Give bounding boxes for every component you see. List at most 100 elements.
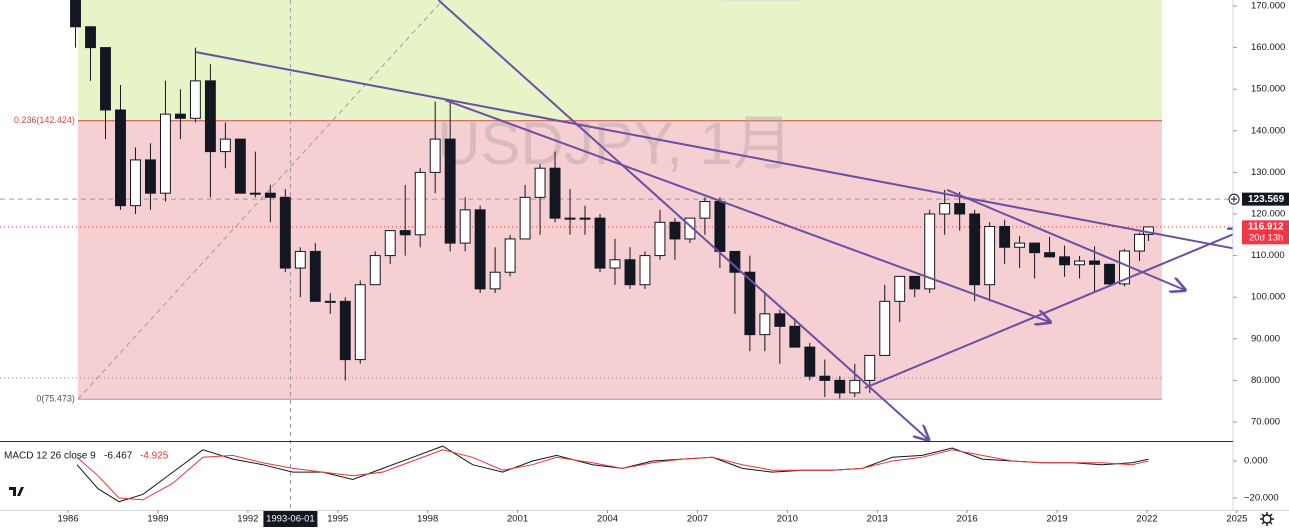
settings-icon[interactable]	[1260, 512, 1274, 526]
crosshair-badge	[263, 511, 318, 527]
candle-body	[369, 255, 381, 286]
candle-body	[309, 250, 321, 302]
candle-body	[324, 300, 336, 303]
candle-body	[474, 209, 486, 290]
axis-layer: 0.000 −20.000 MACD 12 26 close 9 -6.467 -4.9…	[4, 1, 1289, 527]
trend-line[interactable]	[444, 99, 1050, 322]
trend-line[interactable]	[864, 230, 1243, 389]
candle-body	[1014, 242, 1026, 248]
x-tick-label: 1995	[327, 514, 348, 525]
y-tick-label: 130.000	[1251, 167, 1285, 178]
candle-body	[534, 167, 546, 198]
candle-body	[100, 47, 111, 111]
macd-value: -6.467	[104, 451, 133, 462]
candle-body	[70, 0, 81, 28]
candle-body	[609, 259, 621, 269]
candle-body	[1074, 260, 1085, 266]
candle-body	[954, 203, 966, 215]
candle-body	[984, 225, 996, 286]
candle-body	[849, 379, 861, 394]
x-tick-label: 1998	[417, 514, 438, 525]
candle-body	[714, 201, 726, 252]
candle-body	[1029, 242, 1041, 254]
x-tick-label: 2019	[1047, 514, 1068, 525]
y-tick-label: 110.000	[1251, 250, 1285, 261]
candle-body	[834, 379, 846, 394]
y-tick-label: 160.000	[1251, 42, 1285, 53]
candle-body	[864, 354, 876, 381]
logo-mark	[9, 487, 24, 496]
add-alert-plus	[1231, 196, 1237, 203]
price-badge-label: 116.912	[1248, 221, 1284, 232]
fib-guide-line	[77, 0, 444, 400]
countdown-label: 20d 13h	[1249, 232, 1283, 243]
candle-body	[699, 201, 711, 219]
candle-body	[909, 275, 921, 290]
candle-body	[444, 138, 456, 244]
candle-body	[969, 213, 981, 286]
fib-level-label: 0(75.473)	[36, 394, 75, 404]
candle-body	[339, 300, 351, 361]
price-badge	[1242, 220, 1289, 245]
y-tick-label: 70.000	[1251, 417, 1280, 428]
candle-body	[1089, 260, 1100, 265]
candle-body	[504, 238, 516, 273]
candle-body	[879, 300, 891, 356]
candle-body	[159, 113, 171, 194]
x-tick-label: 2016	[957, 514, 978, 525]
candle-body	[1104, 263, 1115, 285]
candle-body	[669, 221, 681, 240]
logo-bg	[6, 483, 28, 499]
trend-line[interactable]	[946, 188, 1185, 290]
candle-body	[354, 284, 366, 361]
y-tick-label: 90.000	[1251, 333, 1280, 344]
candle-body	[654, 221, 666, 257]
candle-body	[294, 250, 306, 269]
fib-level-label: 0.236(142.424)	[14, 115, 75, 125]
y-tick-label: 150.000	[1251, 84, 1285, 95]
macd-line	[76, 445, 1149, 503]
candle-body	[624, 259, 636, 286]
candle-body	[174, 113, 186, 119]
y-tick-label: 140.000	[1251, 125, 1285, 136]
candle-body	[115, 109, 126, 207]
x-tick-label: 2007	[687, 514, 708, 525]
crosshair-label: 1993-06-01	[266, 514, 315, 525]
candle-body	[684, 217, 696, 240]
candle-body	[414, 171, 426, 236]
candle-body	[264, 192, 276, 198]
candle-body	[1059, 256, 1071, 266]
candle-body	[759, 313, 771, 336]
macd-tick-label: 0.000	[1244, 455, 1268, 466]
candle-body	[594, 217, 606, 269]
x-tick-label: 2001	[507, 514, 528, 525]
candle-body	[804, 346, 816, 377]
candle-body	[279, 196, 291, 269]
fib-upper-zone	[77, 0, 1162, 121]
candle-body	[145, 159, 156, 194]
candle-body	[234, 138, 246, 194]
candle-body	[999, 225, 1011, 248]
x-tick-label: 2010	[777, 514, 798, 525]
candle-body	[519, 196, 531, 240]
candle-body	[579, 217, 591, 220]
x-tick-label: 2013	[867, 514, 888, 525]
candle-body	[249, 192, 261, 195]
symbol-watermark: USDJPY, 1月	[437, 110, 793, 177]
candle-body	[489, 271, 501, 290]
x-tick-label: 2022	[1136, 514, 1157, 525]
trend-line[interactable]	[195, 51, 1244, 252]
y-tick-label: 80.000	[1251, 375, 1280, 386]
macd-tick-label: −20.000	[1244, 492, 1279, 503]
candle-body	[564, 217, 576, 220]
candle-body	[1044, 252, 1056, 258]
candle-body	[774, 313, 786, 327]
trend-line[interactable]	[437, 0, 928, 440]
y-tick-label: 100.000	[1251, 292, 1285, 303]
tradingview-logo[interactable]	[6, 483, 28, 499]
candle-body	[549, 167, 561, 219]
gear-teeth	[1260, 512, 1274, 526]
macd-title: MACD 12 26 close 9	[4, 451, 96, 462]
